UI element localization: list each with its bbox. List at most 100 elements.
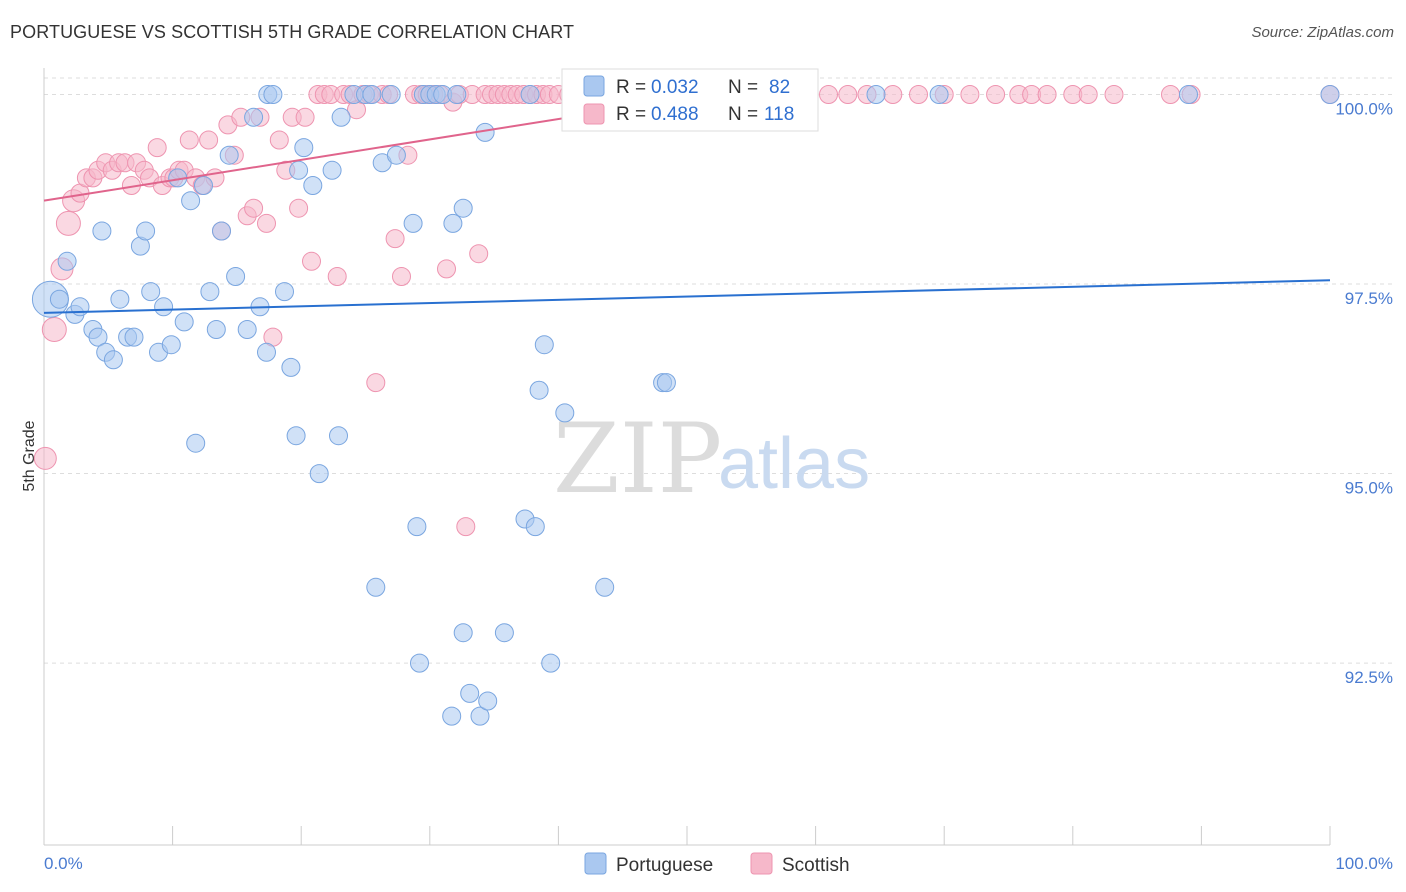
stats-legend: R = 0.032 N = 82 R = 0.488 N = 118 (561, 68, 819, 132)
scottish-point (147, 138, 167, 158)
watermark: ZIP atlas (553, 403, 870, 515)
portuguese-point (478, 691, 498, 711)
portuguese-point (443, 213, 463, 233)
scottish-point (819, 85, 838, 104)
portuguese-point (212, 221, 231, 241)
y-tick-label: 100.0% (1335, 100, 1393, 119)
portuguese-point (470, 706, 490, 726)
portuguese-point (520, 85, 540, 104)
portuguese-point (525, 517, 545, 537)
scottish-point (327, 267, 347, 286)
y-tick-label: 95.0% (1345, 479, 1393, 498)
scottish-point (366, 373, 386, 393)
portuguese-point (49, 289, 69, 309)
portuguese-point (88, 327, 108, 347)
portuguese-point (453, 623, 473, 643)
portuguese-point (237, 320, 257, 339)
scottish-legend-swatch (583, 103, 605, 125)
portuguese-point (595, 577, 615, 597)
scottish-point (986, 85, 1006, 104)
scottish-point (469, 244, 489, 264)
portuguese-point (656, 373, 676, 393)
scottish-point (960, 85, 980, 104)
portuguese-point (226, 267, 246, 286)
portuguese-point (136, 221, 156, 241)
scottish-point (909, 85, 928, 104)
portuguese-point (219, 145, 239, 165)
portuguese-point (103, 350, 123, 370)
portuguese-point (124, 327, 144, 347)
portuguese-point (362, 85, 382, 104)
portuguese-point (366, 577, 386, 597)
chart-title: PORTUGUESE VS SCOTTISH 5TH GRADE CORRELA… (10, 22, 575, 42)
x-tick-label-max: 100.0% (1335, 854, 1393, 873)
portuguese-point (309, 464, 329, 484)
portuguese-trend-line (43, 279, 1331, 314)
portuguese-point (1179, 85, 1198, 104)
portuguese-point (866, 85, 886, 104)
portuguese-point (1320, 85, 1340, 104)
scottish-point (55, 210, 81, 236)
scottish-point (199, 130, 219, 150)
portuguese-point (281, 357, 301, 377)
scottish-point (392, 267, 411, 286)
portuguese-point (244, 107, 264, 127)
portuguese-point (200, 282, 220, 302)
scottish-point (289, 198, 309, 218)
portuguese-point (453, 198, 473, 218)
scottish-point (269, 130, 289, 150)
source-label: Source: ZipAtlas.com (1251, 24, 1394, 41)
scottish-point (838, 85, 858, 104)
series-legend: Portuguese Scottish (584, 852, 850, 876)
scottish-bottom-swatch (750, 852, 773, 875)
scottish-point (295, 107, 315, 127)
portuguese-point (181, 191, 201, 211)
portuguese-point (534, 335, 554, 355)
portuguese-point (141, 282, 161, 302)
portuguese-point (57, 251, 77, 271)
scottish-point (437, 259, 456, 279)
scottish-point (33, 446, 57, 470)
portuguese-point (386, 145, 406, 165)
portuguese-point (329, 426, 348, 446)
portuguese-point (186, 433, 206, 453)
scottish-point (1078, 85, 1098, 104)
scottish-point (257, 213, 276, 233)
portuguese-n-label: N = (728, 77, 758, 98)
portuguese-point (929, 85, 949, 104)
portuguese-point (303, 176, 323, 195)
scottish-legend-label: Scottish (782, 855, 850, 876)
x-tick-label-min: 0.0% (44, 854, 83, 873)
scottish-point (1104, 85, 1124, 104)
portuguese-point (92, 221, 112, 241)
portuguese-point (494, 623, 514, 643)
scottish-point (883, 85, 903, 104)
portuguese-point (331, 107, 351, 127)
scottish-point (1161, 85, 1180, 104)
portuguese-point (447, 85, 467, 104)
y-tick-labels: 100.0% 97.5% 95.0% 92.5% (1335, 100, 1393, 688)
y-tick-label: 92.5% (1345, 668, 1393, 687)
grid-lines (44, 77, 1392, 664)
y-axis-title: 5th Grade (21, 420, 38, 491)
scottish-n-label: N = (728, 104, 758, 125)
watermark-zip: ZIP (553, 403, 722, 515)
portuguese-point (110, 289, 130, 309)
portuguese-series (31, 85, 1340, 726)
portuguese-point (70, 297, 90, 317)
scottish-point (244, 198, 264, 218)
portuguese-legend-swatch (583, 75, 605, 97)
portuguese-point (294, 138, 314, 158)
portuguese-r-value: 0.032 (651, 77, 699, 98)
portuguese-point (555, 403, 575, 423)
y-tick-label: 97.5% (1345, 289, 1393, 308)
portuguese-point (154, 297, 174, 317)
portuguese-point (410, 653, 429, 673)
portuguese-point (289, 160, 309, 180)
portuguese-point (460, 683, 480, 703)
portuguese-point (161, 335, 181, 355)
portuguese-point (442, 706, 462, 726)
portuguese-point (403, 213, 423, 233)
portuguese-point (174, 312, 194, 332)
